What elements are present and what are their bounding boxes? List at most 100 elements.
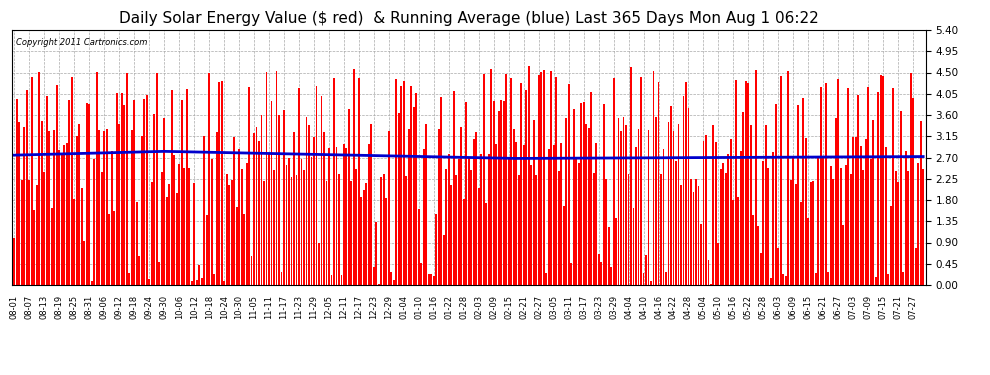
Bar — [258, 141, 260, 285]
Bar — [518, 175, 520, 285]
Bar — [160, 172, 162, 285]
Bar — [49, 131, 50, 285]
Bar — [825, 83, 827, 285]
Bar — [131, 130, 133, 285]
Bar — [433, 276, 435, 285]
Bar — [63, 145, 65, 285]
Bar — [580, 103, 582, 285]
Bar — [316, 86, 318, 285]
Bar — [641, 77, 642, 285]
Bar — [615, 218, 617, 285]
Bar — [897, 183, 899, 285]
Bar — [41, 121, 43, 285]
Bar — [578, 163, 579, 285]
Bar — [885, 147, 887, 285]
Bar — [533, 120, 535, 285]
Bar — [480, 154, 482, 285]
Bar — [755, 70, 756, 285]
Bar — [191, 281, 193, 285]
Bar — [505, 74, 507, 285]
Bar — [625, 125, 627, 285]
Bar — [652, 71, 654, 285]
Bar — [600, 261, 602, 285]
Bar — [398, 113, 400, 285]
Bar — [198, 265, 200, 285]
Bar — [346, 148, 347, 285]
Bar — [813, 181, 814, 285]
Bar — [890, 206, 892, 285]
Bar — [598, 255, 600, 285]
Bar — [39, 72, 41, 285]
Bar — [565, 118, 567, 285]
Bar — [55, 86, 57, 285]
Bar — [882, 76, 884, 285]
Bar — [862, 170, 864, 285]
Bar — [875, 276, 877, 285]
Bar — [88, 104, 90, 285]
Bar — [521, 83, 522, 285]
Bar — [920, 121, 922, 285]
Bar — [777, 248, 779, 285]
Bar — [165, 197, 167, 285]
Bar — [802, 98, 804, 285]
Bar — [353, 69, 354, 285]
Bar — [343, 144, 345, 285]
Bar — [106, 129, 108, 285]
Bar — [787, 71, 789, 285]
Bar — [124, 105, 125, 285]
Bar — [211, 159, 213, 285]
Bar — [790, 180, 792, 285]
Text: Copyright 2011 Cartronics.com: Copyright 2011 Cartronics.com — [17, 38, 148, 46]
Bar — [86, 103, 88, 285]
Bar — [428, 274, 430, 285]
Bar — [567, 84, 569, 285]
Bar — [498, 111, 500, 285]
Bar — [58, 150, 60, 285]
Bar — [675, 160, 677, 285]
Bar — [570, 263, 572, 285]
Bar — [255, 127, 257, 285]
Bar — [698, 186, 699, 285]
Bar — [263, 181, 265, 285]
Bar — [728, 154, 730, 285]
Bar — [541, 72, 543, 285]
Bar — [158, 262, 160, 285]
Bar — [273, 170, 275, 285]
Bar — [355, 169, 357, 285]
Bar — [643, 273, 644, 285]
Bar — [460, 127, 462, 285]
Bar — [917, 163, 919, 285]
Bar — [50, 209, 52, 285]
Bar — [905, 152, 907, 285]
Bar — [557, 171, 559, 285]
Bar — [747, 83, 749, 285]
Bar — [170, 90, 172, 285]
Bar — [196, 280, 198, 285]
Bar — [531, 165, 532, 285]
Bar — [53, 130, 55, 285]
Bar — [406, 176, 407, 285]
Bar — [186, 89, 187, 285]
Bar — [887, 273, 889, 285]
Bar — [485, 203, 487, 285]
Bar — [770, 278, 772, 285]
Bar — [163, 118, 165, 285]
Bar — [742, 112, 744, 285]
Bar — [341, 275, 343, 285]
Bar — [348, 109, 349, 285]
Bar — [14, 238, 15, 285]
Bar — [121, 93, 123, 285]
Bar — [333, 78, 335, 285]
Bar — [867, 87, 869, 285]
Bar — [595, 143, 597, 285]
Bar — [842, 225, 844, 285]
Bar — [585, 124, 587, 285]
Bar — [765, 125, 767, 285]
Bar — [116, 93, 118, 285]
Bar — [854, 137, 856, 285]
Bar — [830, 166, 832, 285]
Bar — [411, 86, 412, 285]
Bar — [700, 224, 702, 285]
Bar — [350, 181, 352, 285]
Bar — [421, 262, 423, 285]
